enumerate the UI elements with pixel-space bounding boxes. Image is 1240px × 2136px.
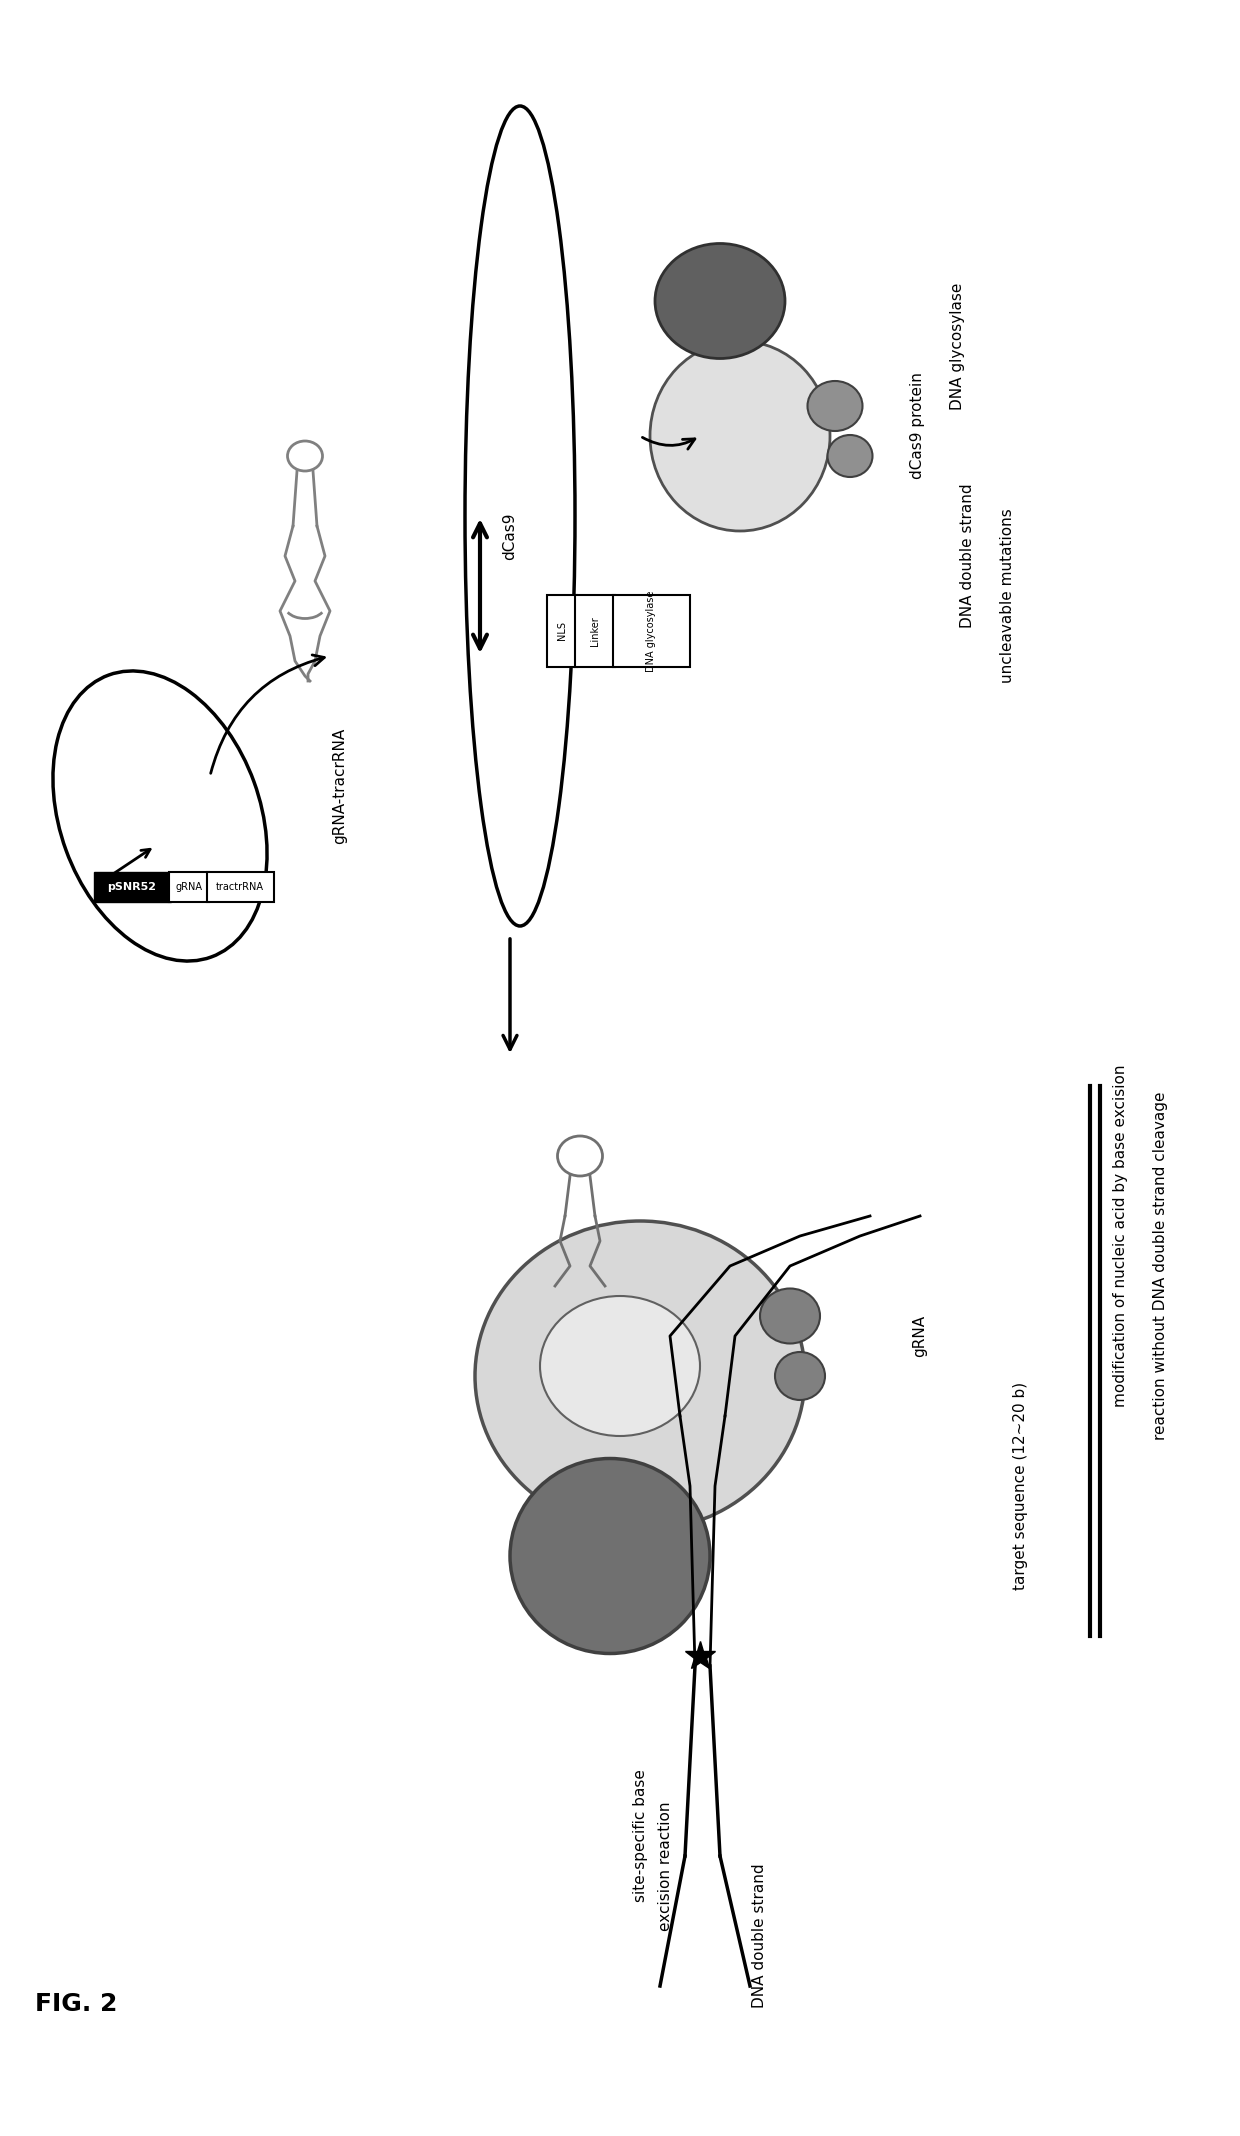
Text: uncleavable mutations: uncleavable mutations	[999, 508, 1016, 684]
Ellipse shape	[475, 1222, 805, 1532]
Ellipse shape	[650, 342, 830, 532]
Ellipse shape	[510, 1459, 711, 1653]
Ellipse shape	[807, 380, 863, 431]
Text: DNA glycosylase: DNA glycosylase	[646, 590, 656, 671]
Text: DNA glycosylase: DNA glycosylase	[950, 282, 965, 410]
FancyBboxPatch shape	[613, 596, 689, 666]
Ellipse shape	[760, 1288, 820, 1344]
Text: Linker: Linker	[590, 615, 600, 645]
FancyBboxPatch shape	[207, 871, 274, 901]
Text: pSNR52: pSNR52	[108, 882, 156, 893]
Text: gRNA: gRNA	[176, 882, 202, 893]
FancyBboxPatch shape	[94, 871, 171, 901]
Text: reaction without DNA double strand cleavage: reaction without DNA double strand cleav…	[1152, 1091, 1168, 1440]
Text: target sequence (12∼20 b): target sequence (12∼20 b)	[1013, 1382, 1028, 1589]
Ellipse shape	[655, 244, 785, 359]
Text: excision reaction: excision reaction	[657, 1801, 672, 1931]
Text: gRNA: gRNA	[913, 1316, 928, 1356]
Ellipse shape	[775, 1352, 825, 1399]
Text: tractrRNA: tractrRNA	[216, 882, 264, 893]
Text: dCas9 protein: dCas9 protein	[910, 372, 925, 478]
Text: gRNA-tracrRNA: gRNA-tracrRNA	[332, 728, 347, 844]
Ellipse shape	[827, 436, 873, 476]
Text: site-specific base: site-specific base	[632, 1769, 647, 1903]
Text: dCas9: dCas9	[502, 513, 517, 560]
Text: NLS: NLS	[557, 622, 567, 641]
Text: modification of nucleic acid by base excision: modification of nucleic acid by base exc…	[1112, 1064, 1127, 1408]
FancyBboxPatch shape	[547, 596, 577, 666]
Text: DNA double strand: DNA double strand	[753, 1865, 768, 2008]
FancyBboxPatch shape	[575, 596, 615, 666]
Text: DNA double strand: DNA double strand	[960, 483, 975, 628]
Text: FIG. 2: FIG. 2	[35, 1993, 118, 2016]
Ellipse shape	[539, 1297, 701, 1435]
FancyBboxPatch shape	[169, 871, 210, 901]
